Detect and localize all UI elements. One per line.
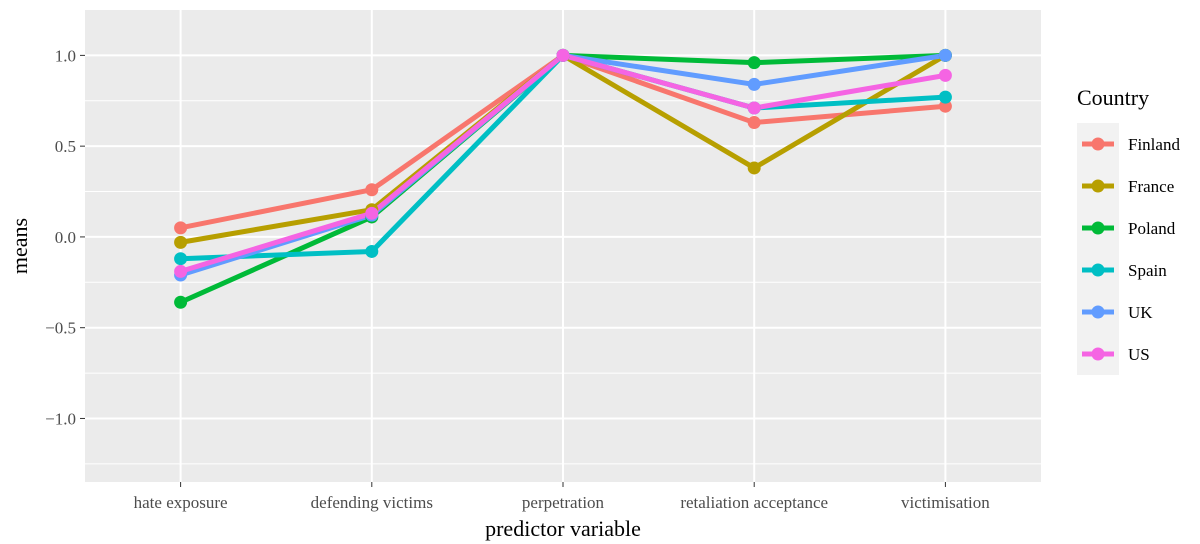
data-point-finland [938,99,952,113]
x-tick-label: defending victims [311,493,433,512]
y-tick-label: −0.5 [45,319,76,338]
data-point-spain [174,252,188,266]
x-axis-title: predictor variable [485,516,641,541]
y-tick-label: 0.5 [55,137,76,156]
x-tick-label: retaliation acceptance [680,493,828,512]
legend-label-us: US [1128,345,1150,364]
legend-key-point [1091,221,1105,235]
data-point-us [938,68,952,82]
legend-key-point [1091,347,1105,361]
legend-key-point [1091,263,1105,277]
x-tick-label: victimisation [901,493,990,512]
legend-items: Finland France Poland Spain UK US [1077,123,1180,375]
data-point-us [747,101,761,115]
y-axis-title: means [7,218,32,274]
series-layer [174,48,952,309]
x-axis: hate exposure defending victims perpetrati… [134,482,990,512]
data-point-uk [938,48,952,62]
y-tick-label: 0.0 [55,228,76,247]
data-point-us [365,206,379,220]
data-point-us [174,264,188,278]
data-point-finland [174,221,188,235]
legend-key-point [1091,179,1105,193]
x-tick-label: perpetration [522,493,605,512]
data-point-france [747,161,761,175]
legend-label-france: France [1128,177,1174,196]
y-axis: −1.0 −0.5 0.0 0.5 1.0 [45,46,85,428]
legend-label-uk: UK [1128,303,1153,322]
y-tick-label: 1.0 [55,46,76,65]
data-point-poland [747,56,761,70]
legend-label-finland: Finland [1128,135,1180,154]
legend-key-point [1091,305,1105,319]
legend-key-point [1091,137,1105,151]
legend-title: Country [1077,85,1149,110]
data-point-uk [747,77,761,91]
data-point-spain [365,244,379,258]
data-point-spain [938,90,952,104]
y-tick-label: −1.0 [45,409,76,428]
x-tick-label: hate exposure [134,493,228,512]
legend-label-poland: Poland [1128,219,1176,238]
data-point-france [174,235,188,249]
data-point-us [556,48,570,62]
legend: Country Finland France Poland Spain UK US [1077,85,1180,375]
legend-label-spain: Spain [1128,261,1167,280]
data-point-finland [365,183,379,197]
data-point-poland [174,295,188,309]
data-point-finland [747,116,761,130]
